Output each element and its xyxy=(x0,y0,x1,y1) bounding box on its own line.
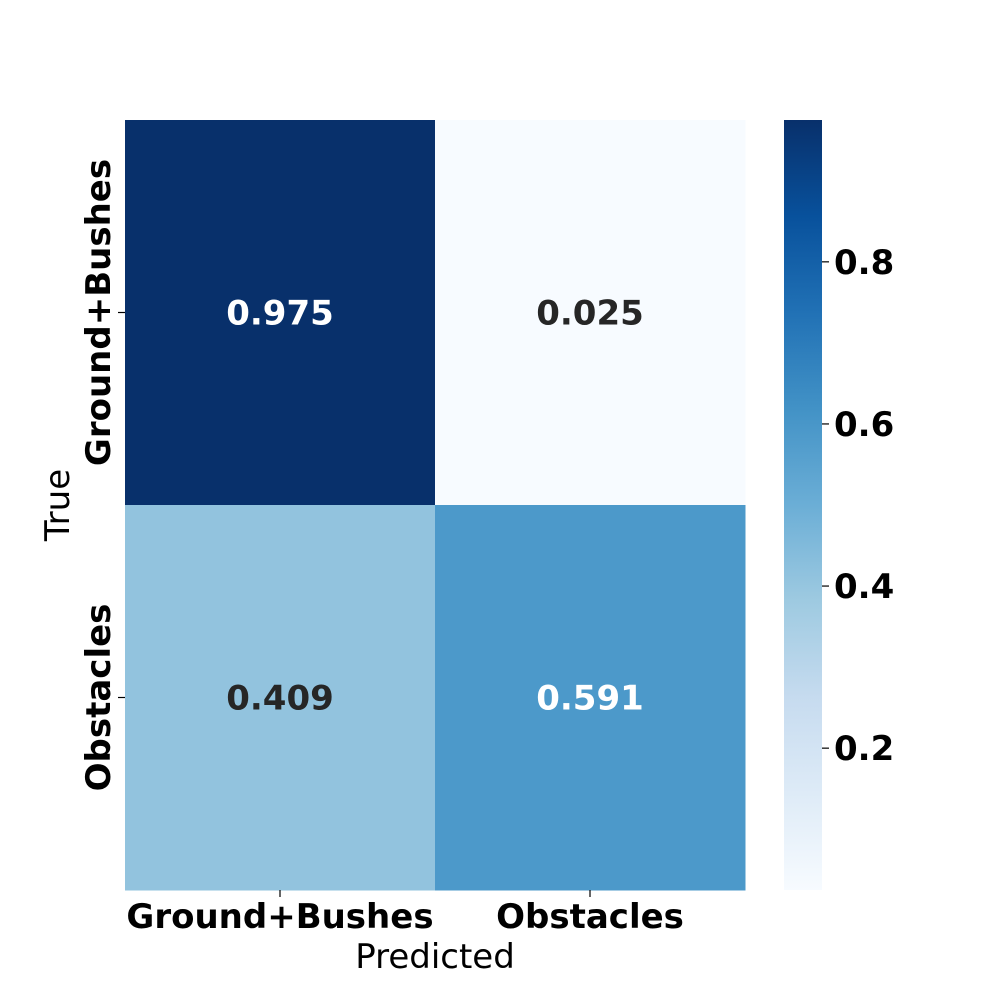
colorbar-tick-label: 0.8 xyxy=(834,243,894,283)
x-tick-label: Obstacles xyxy=(496,897,684,937)
heatmap-cell xyxy=(435,505,746,891)
x-axis-ticks: Ground+Bushes Obstacles xyxy=(126,890,684,937)
heatmap-cell-label: 0.591 xyxy=(536,679,644,719)
y-tick-label: Obstacles xyxy=(79,604,119,792)
heatmap-cell-label: 0.025 xyxy=(536,294,644,334)
heatmap-cell xyxy=(125,120,436,506)
colorbar-ticks: 0.2 0.4 0.6 0.8 xyxy=(822,243,894,769)
y-axis-ticks: Ground+Bushes Obstacles xyxy=(79,159,125,791)
heatmap-cells xyxy=(125,120,746,891)
colorbar-tick-label: 0.6 xyxy=(834,405,894,445)
y-axis-title: True xyxy=(38,469,78,542)
y-tick-label: Ground+Bushes xyxy=(79,159,119,466)
x-axis-title: Predicted xyxy=(355,937,515,977)
heatmap-cell-label: 0.975 xyxy=(226,294,334,334)
heatmap-cell-labels: 0.975 0.025 0.409 0.591 xyxy=(226,294,644,719)
heatmap-cell xyxy=(125,505,436,891)
colorbar-tick-label: 0.4 xyxy=(834,567,894,607)
colorbar-tick-label: 0.2 xyxy=(834,729,894,769)
x-tick-label: Ground+Bushes xyxy=(126,897,433,937)
heatmap-cell xyxy=(435,120,746,506)
colorbar xyxy=(784,120,822,890)
heatmap-cell-label: 0.409 xyxy=(226,679,334,719)
